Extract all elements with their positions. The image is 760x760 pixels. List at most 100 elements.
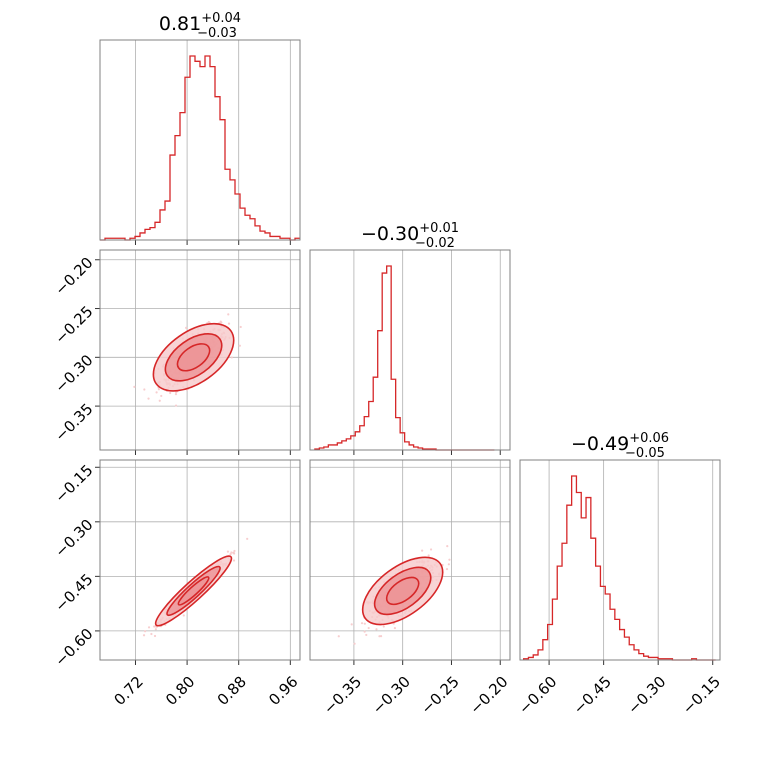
sample-point: [238, 344, 241, 347]
sample-point: [363, 622, 366, 625]
x-tick-label: −0.15: [679, 673, 724, 718]
sample-point: [232, 551, 235, 554]
sample-point: [378, 635, 381, 638]
x-tick-label: 0.96: [265, 673, 301, 709]
x-tick-label: −0.25: [418, 673, 463, 718]
sample-point: [375, 628, 378, 631]
title-value: 0.81: [159, 13, 201, 35]
sample-point: [157, 388, 161, 391]
panel-title-1: −0.30+0.01 −0.02: [361, 221, 459, 251]
sample-point: [229, 552, 232, 556]
y-tick-label: −0.45: [51, 570, 96, 615]
y-tick-label: −0.20: [51, 254, 96, 299]
sample-point: [421, 549, 424, 552]
sample-point: [142, 634, 146, 637]
x-tick-label: 0.88: [214, 673, 250, 709]
y-tick-label: −0.60: [51, 625, 96, 670]
sample-point: [363, 630, 366, 633]
title-plus: +0.04: [201, 11, 241, 26]
y-tick-label: −0.30: [51, 516, 96, 561]
sample-point: [382, 625, 385, 628]
sample-points: [142, 537, 249, 638]
title-minus: −0.03: [197, 26, 237, 41]
histogram-step: [100, 55, 300, 241]
scatter-panel-1-0: −0.20−0.25−0.30−0.35: [51, 249, 301, 455]
title-value: −0.30: [361, 223, 419, 245]
x-tick-label: 0.72: [110, 673, 146, 709]
histogram-panel-2: −0.49+0.06 −0.05 −0.60 −0.45 −0.30 −0.15: [515, 431, 724, 718]
sample-point: [154, 628, 157, 631]
contour-level-2: [177, 576, 210, 606]
contour-level-2: [176, 343, 211, 372]
sample-point: [350, 623, 353, 626]
title-plus: +0.01: [419, 221, 459, 236]
sample-point: [446, 545, 449, 548]
y-tick-label: −0.15: [51, 461, 96, 506]
sample-points: [337, 545, 451, 645]
scatter-panel-2-0: 0.72 0.80 0.88 0.96 −0.15 −0.30 −0.45 −0.60: [51, 459, 302, 709]
sample-point: [144, 630, 147, 633]
panel-frame: [309, 249, 511, 451]
sample-point: [365, 633, 368, 637]
sample-point: [133, 385, 136, 388]
sample-point: [182, 614, 185, 617]
sample-point: [367, 626, 370, 630]
sample-point: [448, 558, 451, 561]
x-tick-label: −0.60: [515, 673, 560, 718]
sample-point: [353, 642, 356, 645]
panel-frame: [99, 249, 301, 451]
histogram-panel-0: 0.81+0.04 −0.03: [99, 11, 301, 245]
x-tick-label: −0.45: [570, 673, 615, 718]
panel-frame: [99, 459, 301, 661]
panel-title-0: 0.81+0.04 −0.03: [159, 11, 241, 41]
histogram-step: [522, 475, 716, 661]
sample-point: [427, 554, 430, 557]
panel-frame: [99, 39, 301, 241]
x-tick-label: −0.35: [320, 673, 365, 718]
sample-point: [232, 559, 236, 562]
sample-point: [174, 404, 178, 407]
sample-point: [227, 313, 230, 316]
title-minus: −0.02: [415, 236, 455, 251]
sample-point: [393, 626, 397, 630]
scatter-panel-2-1: −0.35 −0.30 −0.25 −0.20: [309, 459, 512, 718]
title-plus: +0.06: [629, 431, 669, 446]
title-minus: −0.05: [625, 446, 665, 461]
sample-point: [337, 635, 340, 638]
sample-point: [219, 320, 222, 323]
sample-point: [447, 563, 450, 566]
sample-point: [174, 393, 178, 396]
sample-point: [230, 551, 233, 554]
sample-point: [246, 537, 249, 540]
x-tick-label: −0.20: [466, 673, 511, 718]
panel-frame: [519, 459, 721, 661]
y-tick-label: −0.35: [51, 400, 96, 445]
sample-point: [169, 391, 172, 395]
y-tick-label: −0.30: [51, 351, 96, 396]
sample-point: [153, 634, 157, 638]
sample-point: [379, 635, 383, 638]
sample-point: [160, 394, 163, 398]
title-value: −0.49: [571, 433, 629, 455]
sample-point: [150, 632, 153, 636]
contour-level-2: [385, 576, 420, 606]
sample-point: [143, 388, 146, 391]
sample-point: [226, 550, 230, 553]
histogram-step: [314, 265, 495, 451]
sample-point: [233, 549, 236, 553]
x-tick-label: −0.30: [369, 673, 414, 718]
sample-point: [445, 567, 449, 571]
sample-point: [239, 325, 242, 329]
sample-point: [147, 626, 151, 629]
sample-point: [185, 326, 188, 329]
sample-point: [230, 356, 233, 359]
sample-point: [153, 625, 156, 628]
histogram-panel-1: −0.30+0.01 −0.02: [309, 221, 511, 455]
panel-frame: [309, 459, 511, 661]
sample-point: [155, 391, 158, 394]
sample-points: [133, 313, 242, 407]
x-tick-label: −0.30: [624, 673, 669, 718]
x-tick-label: 0.80: [162, 673, 198, 709]
sample-point: [158, 399, 161, 402]
